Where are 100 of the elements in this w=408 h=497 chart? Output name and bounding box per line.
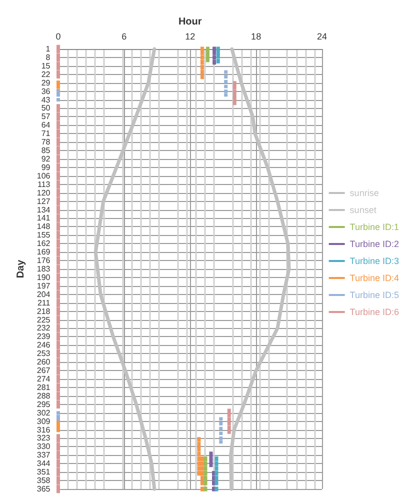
y-tick-label: 85	[41, 146, 51, 156]
y-tick-label: 120	[36, 188, 51, 198]
point	[216, 58, 220, 64]
y-tick-label: 78	[41, 138, 51, 147]
y-tick-label: 43	[41, 95, 51, 104]
y-tick-label: 246	[36, 340, 51, 350]
x-tick-label: 12	[185, 32, 196, 42]
y-axis-title: Day	[16, 259, 26, 278]
y-tick-label: 106	[36, 171, 51, 180]
y-tick-label: 64	[41, 120, 51, 130]
y-tick-label: 176	[36, 256, 51, 266]
y-tick-label: 232	[36, 324, 51, 333]
point	[200, 64, 204, 70]
y-tick-label: 71	[41, 129, 51, 138]
point	[200, 50, 204, 55]
point	[214, 456, 218, 462]
y-tick-label: 295	[36, 400, 51, 409]
point	[219, 426, 223, 430]
y-tick-label: 29	[41, 78, 51, 88]
point	[197, 452, 201, 456]
point	[219, 432, 223, 436]
y-tick-label: 36	[41, 86, 51, 96]
y-tick-label: 148	[36, 222, 51, 232]
x-axis-title: Hour	[178, 16, 202, 28]
point	[200, 486, 204, 492]
point	[197, 466, 201, 471]
y-tick-label: 274	[36, 374, 51, 384]
legend-label: Turbine ID:3	[350, 256, 400, 266]
y-tick-label: 358	[36, 476, 51, 486]
y-tick-label: 127	[36, 196, 51, 206]
point	[200, 456, 204, 462]
point	[219, 440, 223, 444]
y-tick-label: 253	[36, 349, 51, 358]
point	[200, 55, 204, 60]
y-tick-label: 1	[46, 44, 51, 54]
point	[56, 411, 60, 415]
y-tick-label: 22	[41, 70, 51, 79]
y-tick-label: 281	[36, 382, 51, 392]
y-tick-label: 365	[36, 484, 51, 494]
x-tick-label: 0	[56, 32, 61, 42]
point	[212, 55, 216, 60]
y-tick-label: 337	[36, 450, 51, 460]
y-tick-label: 50	[41, 104, 51, 113]
point	[200, 60, 204, 65]
x-tick-label: 18	[251, 32, 262, 42]
point	[56, 93, 60, 97]
y-tick-label: 288	[36, 391, 51, 400]
line-series	[229, 47, 291, 491]
point	[214, 486, 218, 492]
point	[200, 74, 204, 80]
y-tick-label: 57	[41, 112, 51, 122]
y-tick-label: 169	[36, 248, 51, 257]
point	[204, 476, 208, 480]
y-tick-label: 302	[36, 408, 51, 418]
y-tick-label: 8	[46, 52, 51, 62]
y-tick-label: 15	[41, 61, 51, 70]
y-tick-label: 204	[36, 290, 51, 299]
point	[197, 470, 201, 476]
point	[204, 470, 208, 476]
point	[197, 442, 201, 447]
y-tick-label: 330	[36, 442, 51, 452]
y-tick-label: 239	[36, 332, 51, 342]
point	[200, 70, 204, 74]
legend-label: Turbine ID:5	[350, 290, 400, 300]
point	[219, 417, 223, 421]
y-tick-label: 323	[36, 434, 51, 443]
point	[224, 90, 228, 94]
y-tick-label: 218	[36, 306, 51, 316]
point	[214, 466, 218, 471]
legend-label: Turbine ID:2	[350, 239, 400, 249]
y-tick-label: 351	[36, 468, 51, 477]
point	[209, 462, 213, 468]
y-tick-label: 344	[36, 459, 51, 468]
y-tick-label: 141	[36, 214, 51, 223]
point	[197, 446, 201, 452]
y-tick-label: 113	[37, 180, 51, 189]
point	[56, 98, 60, 102]
x-tick-label: 6	[122, 32, 127, 42]
point	[204, 456, 208, 462]
point	[206, 58, 210, 62]
y-tick-label: 267	[36, 366, 51, 376]
point	[214, 480, 218, 486]
point	[200, 461, 204, 466]
point	[204, 486, 208, 492]
point	[197, 456, 201, 462]
point	[219, 436, 223, 440]
legend-label: sunset	[350, 205, 377, 215]
point	[200, 466, 204, 471]
point	[214, 470, 218, 476]
y-tick-label: 134	[36, 205, 51, 214]
y-tick-label: 183	[36, 264, 51, 274]
legend-label: sunrise	[350, 188, 379, 198]
y-tick-label: 197	[36, 281, 51, 290]
y-tick-label: 225	[36, 315, 51, 324]
y-tick-label: 190	[36, 272, 51, 282]
point	[212, 60, 216, 65]
y-tick-label: 162	[36, 239, 51, 248]
point	[212, 50, 216, 55]
point	[197, 437, 201, 442]
legend-label: Turbine ID:1	[350, 222, 400, 232]
